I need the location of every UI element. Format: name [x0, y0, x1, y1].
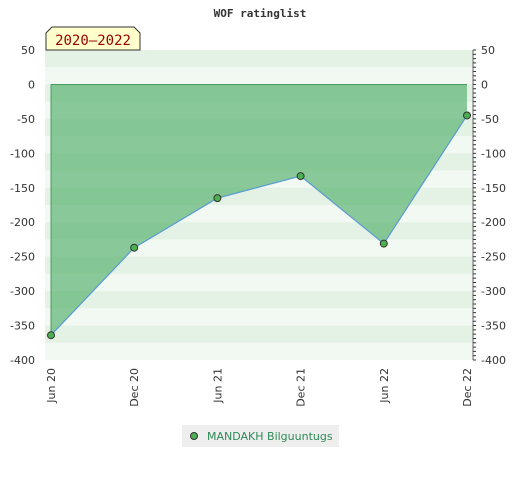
x-tick-label: Dec 22	[461, 368, 474, 407]
legend-entry: MANDAKH Bilguuntugs	[207, 430, 333, 443]
grid-band	[45, 291, 473, 309]
legend-marker	[190, 432, 198, 440]
y-tick-label-left: -100	[10, 147, 35, 160]
area-layer	[50, 83, 467, 336]
legend-box	[182, 425, 339, 447]
y-tick-label-right: -50	[481, 113, 499, 126]
y-tick-label-left: -200	[10, 216, 35, 229]
y-tick-label-left: -250	[10, 251, 35, 264]
period-badge-box	[45, 26, 141, 51]
period-badge-text: 2020–2022	[55, 33, 131, 49]
data-point	[379, 239, 388, 248]
y-tick-label-right: -400	[481, 354, 506, 367]
grid-band	[45, 308, 473, 326]
data-point	[47, 331, 55, 340]
y-tick-label-right: -350	[481, 320, 506, 333]
grid-band	[45, 256, 473, 274]
x-tick-label: Jun 20	[45, 368, 58, 404]
series-area	[51, 84, 467, 336]
y-tick-label-left: -350	[10, 320, 35, 333]
data-point	[296, 172, 305, 181]
data-point	[213, 194, 222, 203]
y-axis-right: 50 0 -50 -100 -150 -200 -250 -300 -350 -400	[472, 44, 506, 367]
grid-band	[45, 342, 473, 360]
grid-band	[45, 325, 473, 343]
x-tick-label: Jun 22	[378, 368, 391, 404]
grid-band	[45, 50, 473, 68]
marker-layer	[47, 111, 471, 340]
y-tick-label-left: -50	[17, 113, 35, 126]
data-point	[130, 243, 139, 252]
x-tick-label: Dec 20	[128, 368, 141, 407]
y-tick-label-left: -300	[10, 285, 35, 298]
y-tick-label-left: 50	[21, 44, 35, 57]
y-tick-label-right: -300	[481, 285, 506, 298]
y-tick-label-left: 0	[28, 78, 35, 91]
legend: MANDAKH Bilguuntugs	[182, 425, 339, 447]
y-tick-label-right: -250	[481, 251, 506, 264]
x-tick-label: Dec 21	[295, 368, 308, 407]
y-axis-left: 50 0 -50 -100 -150 -200 -250 -300 -350 -400	[10, 44, 35, 367]
y-tick-label-right: -200	[481, 216, 506, 229]
period-badge: 2020–2022	[45, 26, 141, 51]
line-layer	[50, 115, 468, 336]
grid-band	[45, 67, 473, 85]
grid-band	[45, 239, 473, 257]
x-tick-label: Jun 21	[211, 368, 224, 404]
x-axis: Jun 20 Dec 20 Jun 21 Dec 21 Jun 22 Dec 22	[45, 368, 474, 407]
y-tick-label-right: -150	[481, 182, 506, 195]
grid-band	[45, 273, 473, 292]
chart-title: WOF ratinglist	[214, 7, 307, 20]
y-tick-label-left: -150	[10, 182, 35, 195]
series-line	[50, 115, 468, 336]
y-tick-label-right: -100	[481, 147, 506, 160]
y-tick-label-right: 50	[481, 44, 495, 57]
y-tick-label-right: 0	[481, 78, 488, 91]
data-point	[463, 111, 471, 120]
y-tick-label-left: -400	[10, 354, 35, 367]
